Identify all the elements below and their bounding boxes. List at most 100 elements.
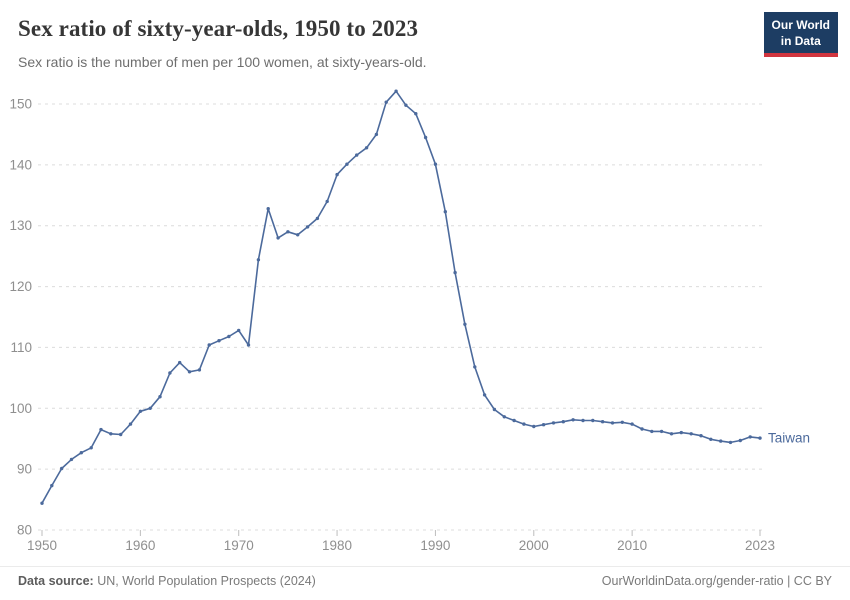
data-point[interactable] <box>237 328 241 333</box>
data-point[interactable] <box>433 162 438 166</box>
data-point[interactable] <box>99 427 103 432</box>
data-point[interactable] <box>276 236 280 240</box>
data-source-label: Data source: <box>18 574 94 588</box>
data-point[interactable] <box>551 421 556 425</box>
data-point[interactable] <box>355 153 359 157</box>
y-axis-tick-label: 140 <box>9 157 32 172</box>
data-point[interactable] <box>227 334 231 339</box>
data-point[interactable] <box>541 423 546 427</box>
data-point[interactable] <box>738 438 742 443</box>
data-point[interactable] <box>305 225 310 229</box>
x-axis-tick-label: 2010 <box>617 538 647 553</box>
x-axis-tick-label: 1980 <box>322 538 352 553</box>
data-point[interactable] <box>512 418 516 423</box>
data-point[interactable] <box>561 420 565 424</box>
data-point[interactable] <box>325 199 329 204</box>
y-axis-tick-label: 120 <box>9 279 32 294</box>
data-point[interactable] <box>207 343 211 347</box>
data-point[interactable] <box>473 365 477 369</box>
owid-logo-line2: in Data <box>780 33 821 48</box>
data-point[interactable] <box>364 146 369 150</box>
y-axis-tick-label: 80 <box>17 523 32 538</box>
data-point[interactable] <box>443 210 447 214</box>
data-source-note: Data source: UN, World Population Prospe… <box>18 574 316 588</box>
data-point[interactable] <box>463 322 467 326</box>
data-point[interactable] <box>502 415 506 419</box>
data-point[interactable] <box>69 457 74 462</box>
y-axis-tick-label: 110 <box>10 340 32 355</box>
y-axis-tick-label: 90 <box>17 462 32 477</box>
data-point[interactable] <box>669 432 674 436</box>
data-point[interactable] <box>128 422 133 426</box>
data-point[interactable] <box>286 230 290 234</box>
data-point[interactable] <box>79 451 84 455</box>
series-label[interactable]: Taiwan <box>768 431 810 446</box>
data-point[interactable] <box>315 216 320 221</box>
data-point[interactable] <box>89 446 93 450</box>
credit-link[interactable]: OurWorldinData.org/gender-ratio | CC BY <box>601 574 832 588</box>
data-point[interactable] <box>679 430 683 435</box>
data-point[interactable] <box>423 135 428 140</box>
data-point[interactable] <box>650 429 654 434</box>
data-point[interactable] <box>217 339 221 343</box>
x-axis-tick-label: 1970 <box>224 538 254 553</box>
data-point[interactable] <box>384 100 388 104</box>
data-point[interactable] <box>178 360 182 365</box>
data-point[interactable] <box>148 406 152 410</box>
data-point[interactable] <box>187 370 192 374</box>
data-point[interactable] <box>581 418 585 423</box>
data-point[interactable] <box>109 432 113 436</box>
chart-subtitle: Sex ratio is the number of men per 100 w… <box>18 54 427 70</box>
data-point[interactable] <box>50 483 54 488</box>
data-point[interactable] <box>414 112 418 116</box>
data-point[interactable] <box>482 393 487 397</box>
data-point[interactable] <box>138 409 143 413</box>
data-point[interactable] <box>256 258 261 262</box>
footer-divider <box>0 566 850 567</box>
data-point[interactable] <box>640 427 644 431</box>
x-axis-tick-label: 2000 <box>519 538 549 553</box>
data-line[interactable] <box>41 90 761 504</box>
data-point[interactable] <box>591 418 595 423</box>
data-point[interactable] <box>374 132 379 137</box>
x-axis-tick-label: 1960 <box>125 538 155 553</box>
data-point[interactable] <box>532 424 536 429</box>
data-point[interactable] <box>158 395 162 399</box>
data-point[interactable] <box>119 432 123 437</box>
data-point[interactable] <box>709 437 713 441</box>
data-point[interactable] <box>620 420 624 424</box>
data-point[interactable] <box>748 435 752 439</box>
data-point[interactable] <box>345 162 349 166</box>
data-point[interactable] <box>404 103 408 107</box>
data-point[interactable] <box>758 436 762 440</box>
data-point[interactable] <box>492 407 497 412</box>
page-title: Sex ratio of sixty-year-olds, 1950 to 20… <box>18 16 419 41</box>
data-point[interactable] <box>394 89 398 93</box>
data-point[interactable] <box>659 429 664 434</box>
x-axis-tick-label: 1990 <box>420 538 450 553</box>
data-point[interactable] <box>630 422 634 426</box>
data-point[interactable] <box>335 172 339 177</box>
data-point[interactable] <box>522 422 526 426</box>
data-point[interactable] <box>719 439 723 443</box>
data-point[interactable] <box>168 371 172 375</box>
data-point[interactable] <box>60 466 64 471</box>
data-point[interactable] <box>728 440 733 445</box>
owid-logo[interactable]: Our World in Data <box>763 12 838 58</box>
x-axis-tick-label: 1950 <box>27 538 57 553</box>
x-axis-tick-label: 2023 <box>745 538 775 553</box>
data-point[interactable] <box>699 434 703 438</box>
data-point[interactable] <box>246 343 251 347</box>
data-point[interactable] <box>610 421 615 425</box>
data-point[interactable] <box>197 368 202 372</box>
data-point[interactable] <box>40 501 44 505</box>
data-point[interactable] <box>296 233 300 237</box>
data-point[interactable] <box>600 420 605 424</box>
data-point[interactable] <box>689 432 693 436</box>
data-point[interactable] <box>453 270 457 275</box>
y-axis-tick-label: 150 <box>9 97 32 112</box>
data-point[interactable] <box>571 418 575 422</box>
data-point[interactable] <box>266 207 270 211</box>
